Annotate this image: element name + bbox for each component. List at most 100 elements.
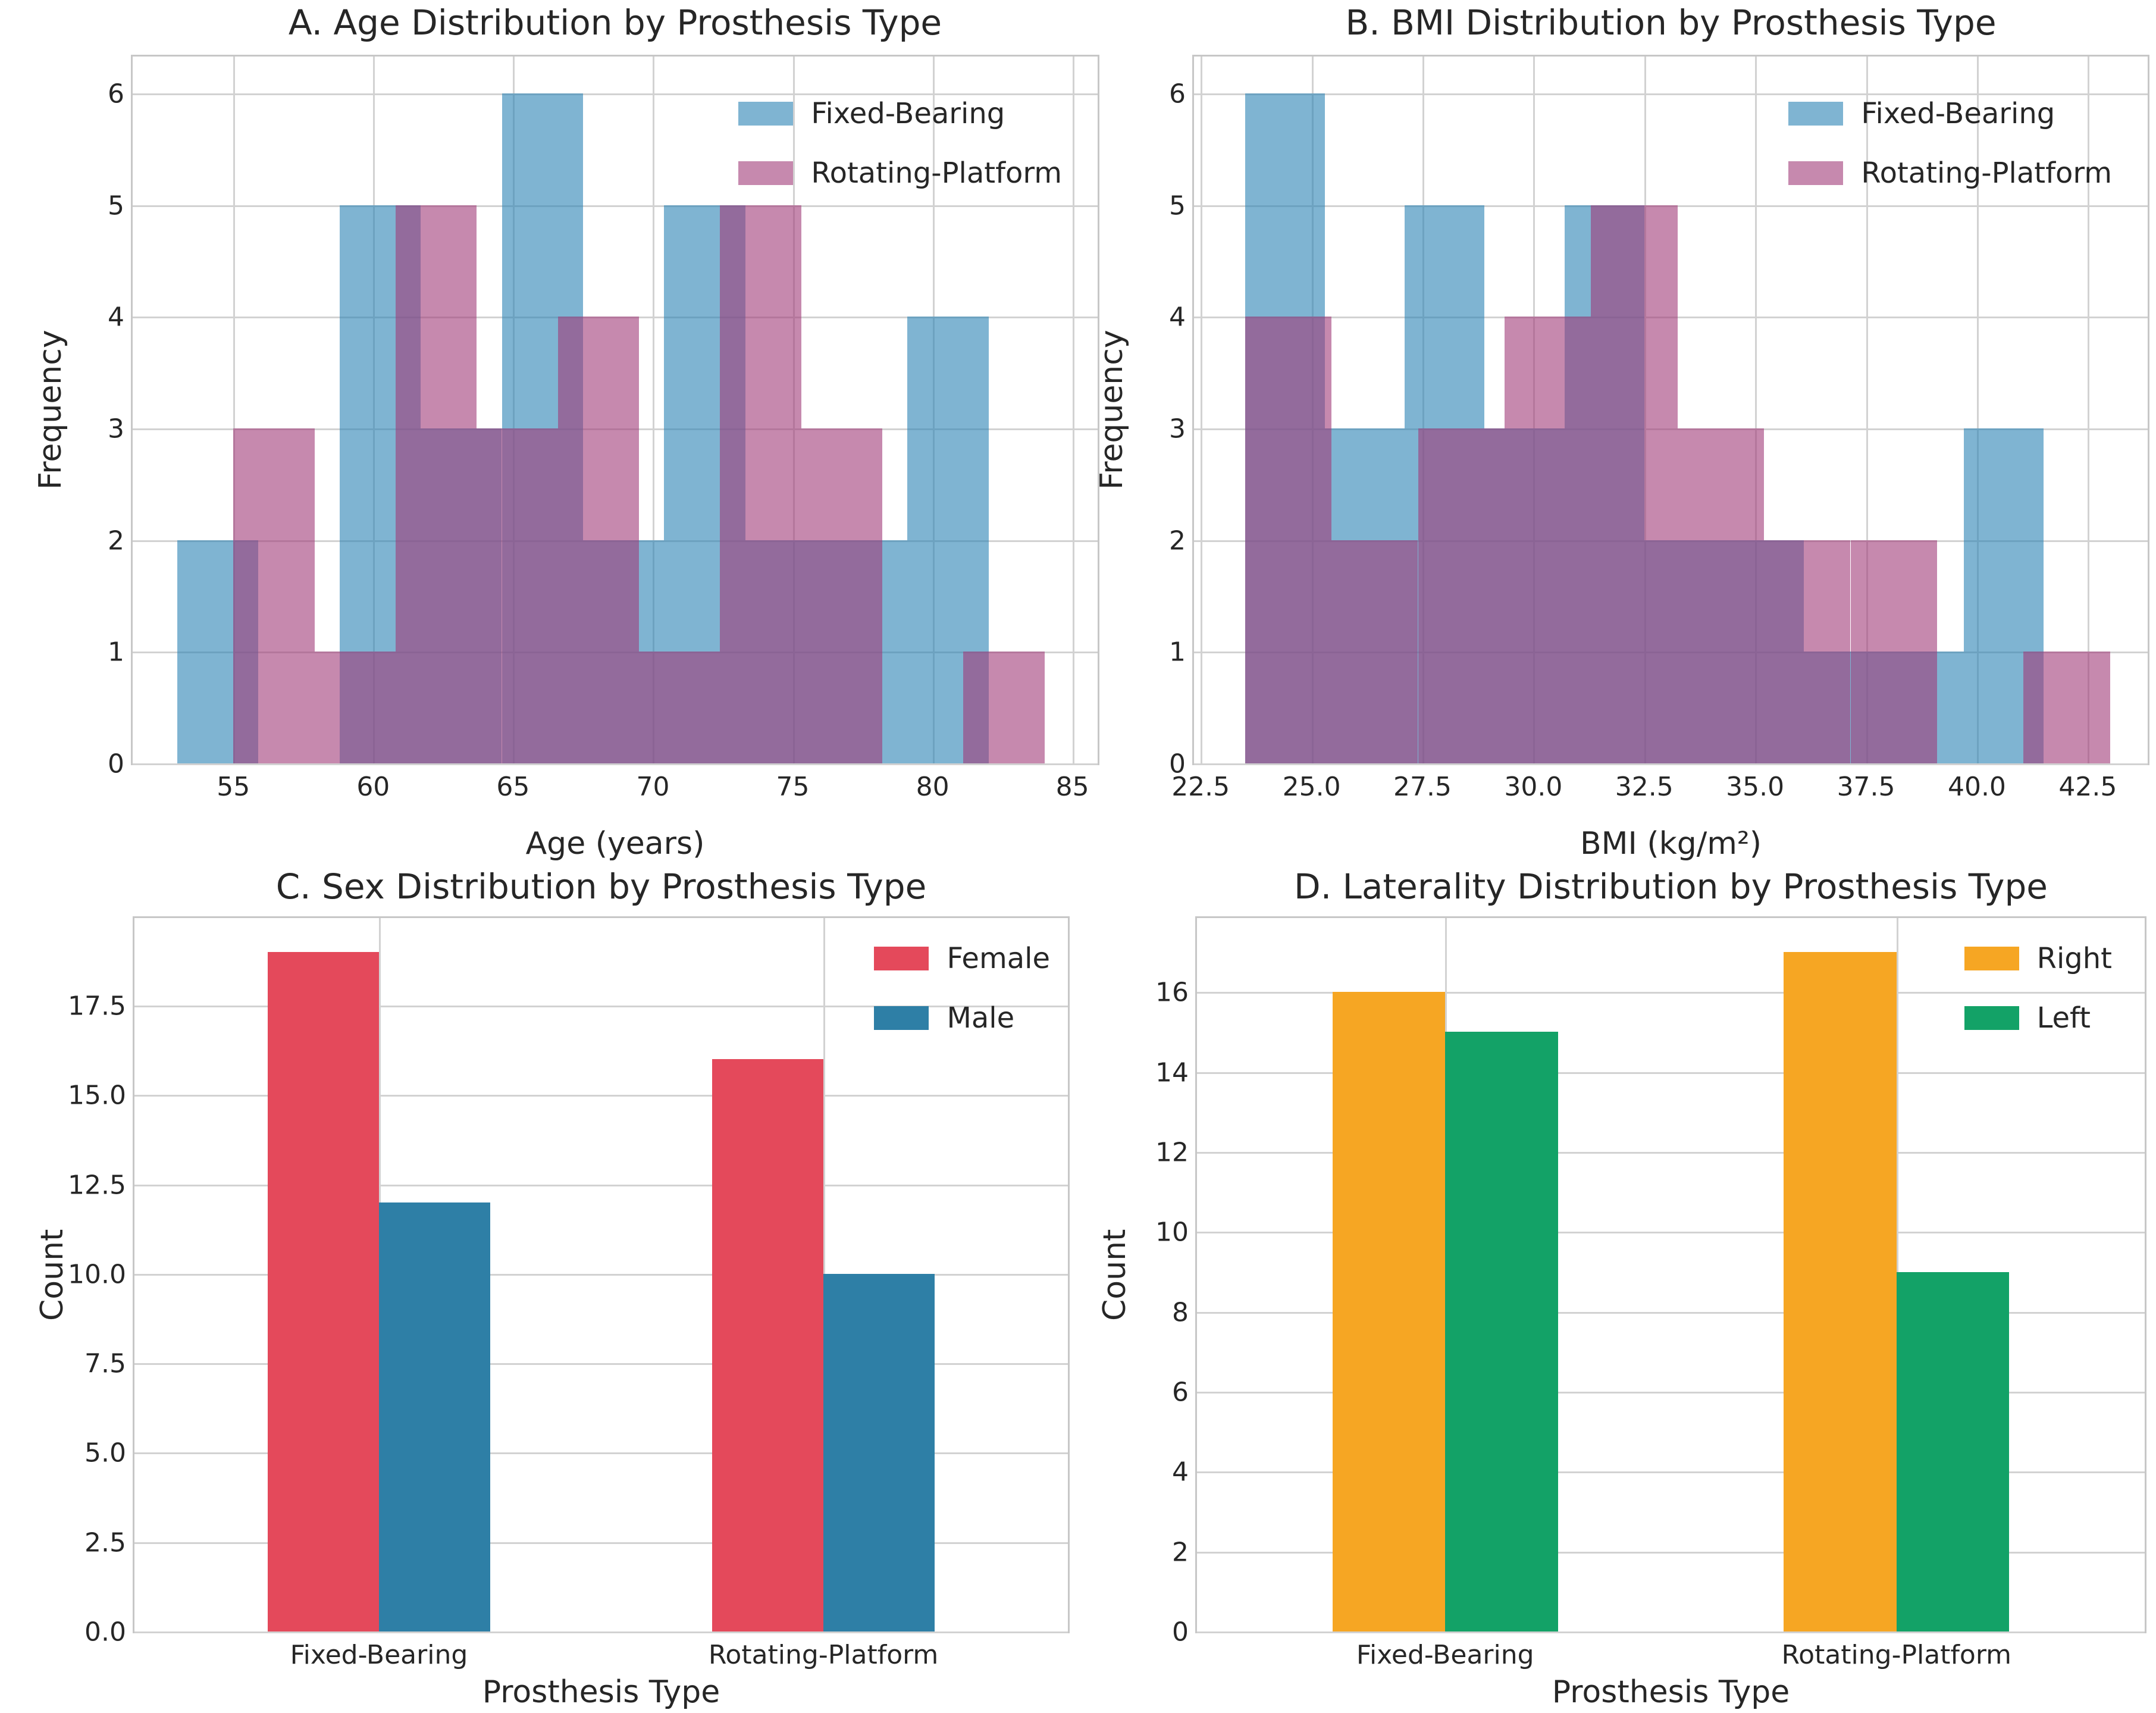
bar-left-fixed-bearing (1445, 1032, 1558, 1631)
y-tick-label: 6 (108, 79, 124, 109)
x-tick-label: 25.0 (1282, 772, 1341, 802)
y-tick-label: 4 (1172, 1457, 1189, 1487)
panel-d-title: D. Laterality Distribution by Prosthesis… (1294, 866, 2048, 907)
h-gridline (134, 1631, 1068, 1633)
y-tick-label: 1 (108, 637, 124, 668)
hist-bar-rotating-platform-9 (963, 652, 1045, 763)
hist-bar-rotating-platform-7 (1850, 540, 1937, 763)
plot-area-b: Fixed-Bearing Rotating-Platform (1192, 55, 2149, 765)
legend-entry-right: Right (1964, 942, 2112, 975)
bar-female-fixed-bearing (268, 952, 379, 1631)
h-gridline (1197, 1232, 2145, 1233)
legend-entry-rotating-platform: Rotating-Platform (1788, 156, 2112, 190)
hist-bar-rotating-platform-9 (2023, 652, 2110, 763)
hist-bar-rotating-platform-5 (1677, 428, 1765, 763)
category-label: Fixed-Bearing (1356, 1640, 1534, 1670)
legend-swatch-male (874, 1006, 929, 1030)
h-gridline (1197, 1552, 2145, 1554)
h-gridline (1197, 1471, 2145, 1473)
legend: Fixed-Bearing Rotating-Platform (738, 97, 1062, 216)
legend-entry-fixed-bearing: Fixed-Bearing (1788, 97, 2055, 130)
y-tick-label: 0 (108, 749, 124, 779)
y-tick-label: 2 (1172, 1537, 1189, 1568)
h-gridline (134, 1542, 1068, 1544)
plot-area-c: Female Male (133, 916, 1070, 1633)
h-gridline (133, 763, 1098, 765)
legend-entry-female: Female (874, 942, 1050, 975)
v-gridline (653, 57, 654, 763)
bar-right-rotating-platform (1784, 952, 1897, 1631)
x-tick-label: 35.0 (1726, 772, 1785, 802)
panel-d: D. Laterality Distribution by Prosthesis… (1078, 857, 2156, 1713)
bar-right-fixed-bearing (1332, 992, 1446, 1631)
y-tick-label: 5.0 (84, 1438, 126, 1468)
y-tick-label: 2 (108, 525, 124, 556)
panel-c: C. Sex Distribution by Prosthesis Type C… (0, 857, 1078, 1713)
legend-label-male: Male (947, 1001, 1015, 1035)
bar-male-fixed-bearing (378, 1202, 490, 1631)
y-tick-label: 12 (1155, 1137, 1189, 1168)
legend-entry-left: Left (1964, 1001, 2091, 1035)
y-tick-label: 10 (1155, 1217, 1189, 1248)
legend-swatch-rotating-platform (738, 161, 794, 185)
legend: Fixed-Bearing Rotating-Platform (1788, 97, 2112, 216)
legend-label-fixed-bearing: Fixed-Bearing (811, 97, 1005, 130)
x-tick-label: 37.5 (1837, 772, 1895, 802)
h-gridline (1197, 1631, 2145, 1633)
panel-c-x-axis-label: Prosthesis Type (482, 1674, 720, 1710)
h-gridline (134, 1452, 1068, 1454)
y-tick-label: 0.0 (84, 1617, 126, 1648)
hist-bar-rotating-platform-3 (477, 428, 558, 763)
y-tick-label: 12.5 (68, 1170, 126, 1201)
y-tick-label: 6 (1169, 79, 1186, 109)
y-tick-label: 1 (1169, 637, 1186, 668)
h-gridline (134, 1006, 1068, 1007)
bar-female-rotating-platform (712, 1059, 824, 1631)
legend-entry-rotating-platform: Rotating-Platform (738, 156, 1062, 190)
h-gridline (133, 205, 1098, 207)
v-gridline (1073, 57, 1074, 763)
y-tick-label: 2.5 (84, 1527, 126, 1558)
legend-entry-fixed-bearing: Fixed-Bearing (738, 97, 1005, 130)
legend-label-right: Right (2036, 942, 2112, 975)
hist-bar-rotating-platform-6 (1764, 540, 1851, 763)
y-tick-label: 16 (1155, 977, 1189, 1008)
h-gridline (1197, 992, 2145, 994)
x-tick-label: 22.5 (1171, 772, 1230, 802)
h-gridline (1194, 93, 2148, 95)
hist-bar-rotating-platform-4 (1591, 205, 1678, 763)
h-gridline (1197, 1072, 2145, 1074)
x-tick-label: 65 (496, 772, 530, 802)
hist-bar-rotating-platform-1 (314, 652, 396, 763)
legend-label-left: Left (2036, 1001, 2091, 1035)
hist-bar-rotating-platform-7 (801, 428, 882, 763)
hist-bar-rotating-platform-4 (557, 317, 639, 763)
x-tick-label: 55 (217, 772, 250, 802)
h-gridline (134, 1185, 1068, 1186)
panel-b-title: B. BMI Distribution by Prosthesis Type (1345, 2, 1997, 43)
panel-a-title: A. Age Distribution by Prosthesis Type (288, 2, 942, 43)
hist-bar-rotating-platform-1 (1331, 540, 1418, 763)
legend: Right Left (1964, 942, 2112, 1061)
legend-label-female: Female (947, 942, 1050, 975)
x-tick-label: 85 (1055, 772, 1089, 802)
y-tick-label: 7.5 (84, 1348, 126, 1379)
x-tick-label: 40.0 (1947, 772, 2006, 802)
legend-swatch-female (874, 947, 929, 970)
v-gridline (1201, 57, 1202, 763)
legend-swatch-left (1964, 1006, 2019, 1030)
legend-swatch-right (1964, 947, 2019, 970)
legend-label-fixed-bearing: Fixed-Bearing (1861, 97, 2055, 130)
y-tick-label: 15.0 (68, 1080, 126, 1111)
panel-d-y-axis-label: Count (1097, 1229, 1133, 1321)
v-gridline (1755, 57, 1757, 763)
hist-bar-rotating-platform-2 (395, 205, 477, 763)
hist-bar-rotating-platform-2 (1418, 428, 1505, 763)
y-tick-label: 5 (108, 190, 124, 221)
y-tick-label: 4 (108, 302, 124, 333)
v-gridline (1977, 57, 1979, 763)
hist-bar-rotating-platform-5 (639, 652, 720, 763)
y-tick-label: 0 (1169, 749, 1186, 779)
h-gridline (134, 1274, 1068, 1276)
h-gridline (134, 1095, 1068, 1097)
